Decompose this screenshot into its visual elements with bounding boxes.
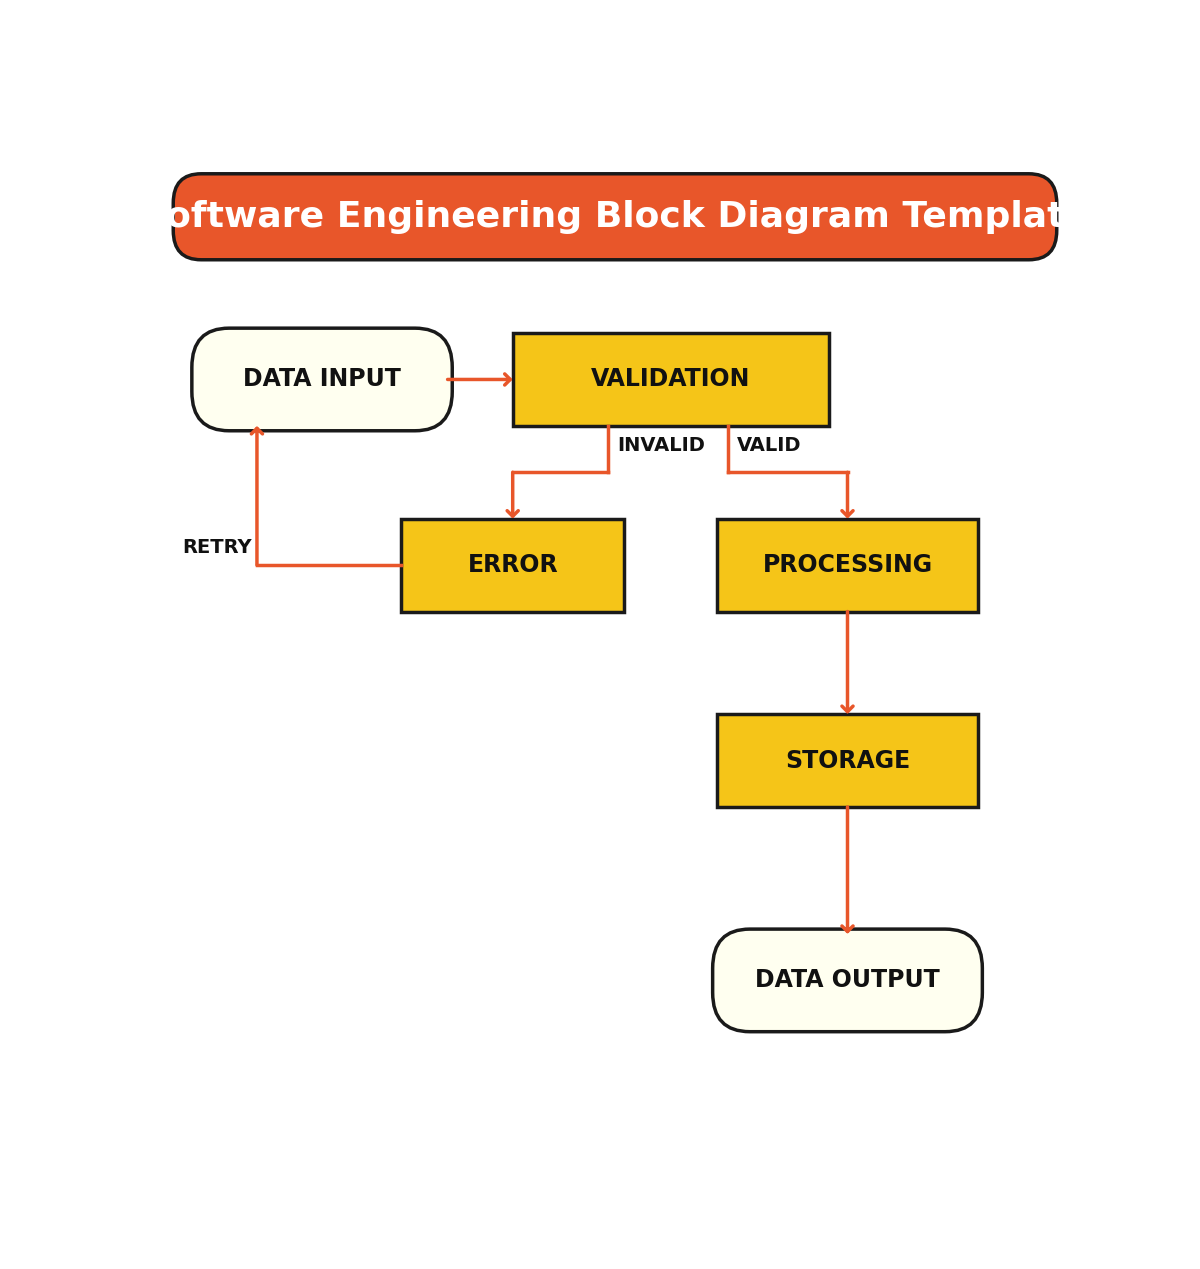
Text: Software Engineering Block Diagram Template: Software Engineering Block Diagram Templ… [140,199,1090,233]
Text: VALIDATION: VALIDATION [592,368,750,391]
Text: ERROR: ERROR [467,553,558,577]
FancyBboxPatch shape [718,519,978,612]
Text: INVALID: INVALID [617,435,704,454]
Text: DATA INPUT: DATA INPUT [244,368,401,391]
FancyBboxPatch shape [173,174,1057,260]
FancyBboxPatch shape [713,929,983,1032]
Text: PROCESSING: PROCESSING [762,553,932,577]
Text: RETRY: RETRY [182,538,252,557]
FancyBboxPatch shape [718,714,978,807]
Text: VALID: VALID [737,435,802,454]
Text: STORAGE: STORAGE [785,749,910,773]
Text: DATA OUTPUT: DATA OUTPUT [755,968,940,992]
FancyBboxPatch shape [192,329,452,430]
FancyBboxPatch shape [512,332,829,426]
FancyBboxPatch shape [401,519,624,612]
